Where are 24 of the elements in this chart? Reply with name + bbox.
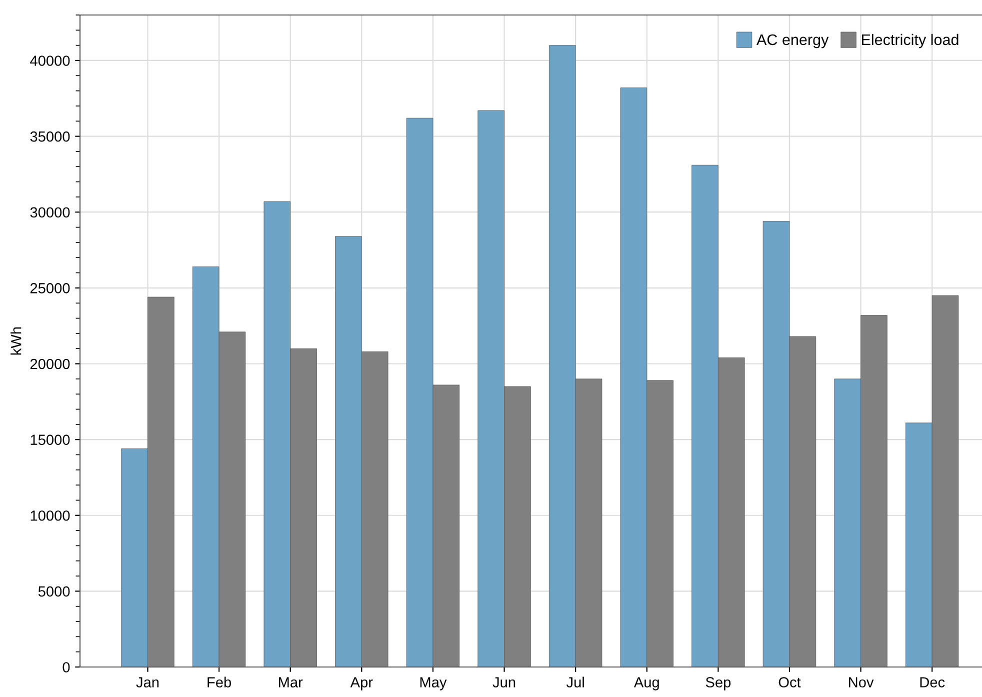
x-tick-label: Aug xyxy=(634,677,659,690)
x-tick-label: Dec xyxy=(920,677,945,688)
x-tick-label: Jul xyxy=(566,676,584,688)
y-axis-title: kWh xyxy=(10,327,22,355)
legend-label: AC energy xyxy=(756,34,829,48)
y-tick-label: 15000 xyxy=(30,434,70,445)
x-tick-label: Mar xyxy=(278,677,303,688)
x-tick-label: Jan xyxy=(136,677,159,688)
x-tick-label: Apr xyxy=(350,677,373,690)
y-tick-label: 35000 xyxy=(30,131,70,142)
x-tick-label: Jun xyxy=(492,677,516,688)
y-tick-label: 30000 xyxy=(30,207,70,218)
x-tick-label: Nov xyxy=(849,677,874,688)
x-tick-label: Oct xyxy=(778,677,801,688)
y-tick-label: 5000 xyxy=(38,586,70,597)
x-tick-label: Feb xyxy=(208,676,231,688)
x-tick-label: Sep xyxy=(706,677,731,690)
y-tick-label: 40000 xyxy=(30,56,70,66)
y-tick-label: 0 xyxy=(62,662,70,672)
x-tick-label: May xyxy=(420,677,447,690)
y-tick-label: 25000 xyxy=(30,283,70,294)
y-tick-label: 10000 xyxy=(30,510,70,521)
legend-label: Electricity load xyxy=(862,34,958,48)
y-tick-label: 20000 xyxy=(30,358,70,370)
